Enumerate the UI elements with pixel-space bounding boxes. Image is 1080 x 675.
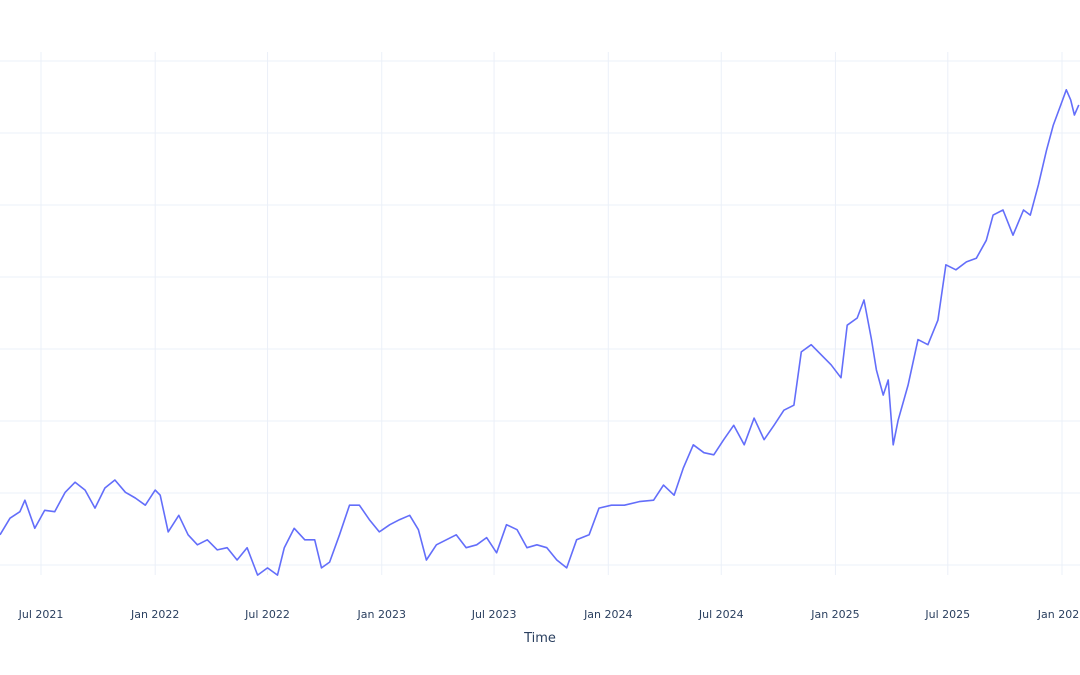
x-tick-label: Jan 2024	[583, 608, 632, 621]
x-tick-label: Jan 2025	[810, 608, 859, 621]
x-axis-ticks: Jul 2021 Jan 2022 Jul 2022 Jan 2023 Jul 2023…	[18, 608, 1080, 621]
x-tick-label: Jan 2023	[357, 608, 406, 621]
x-axis-title: Time	[523, 631, 556, 646]
x-tick-label: Jul 2022	[244, 608, 290, 621]
x-tick-label: Jul 2021	[18, 608, 64, 621]
x-tick-label: Jan 2022	[130, 608, 179, 621]
gridlines	[0, 52, 1080, 575]
x-tick-label: Jul 2025	[924, 608, 970, 621]
x-tick-label: Jul 2024	[698, 608, 744, 621]
x-tick-label: Jan 2026	[1037, 608, 1080, 621]
series-line	[0, 89, 1080, 576]
x-tick-label: Jul 2023	[471, 608, 517, 621]
